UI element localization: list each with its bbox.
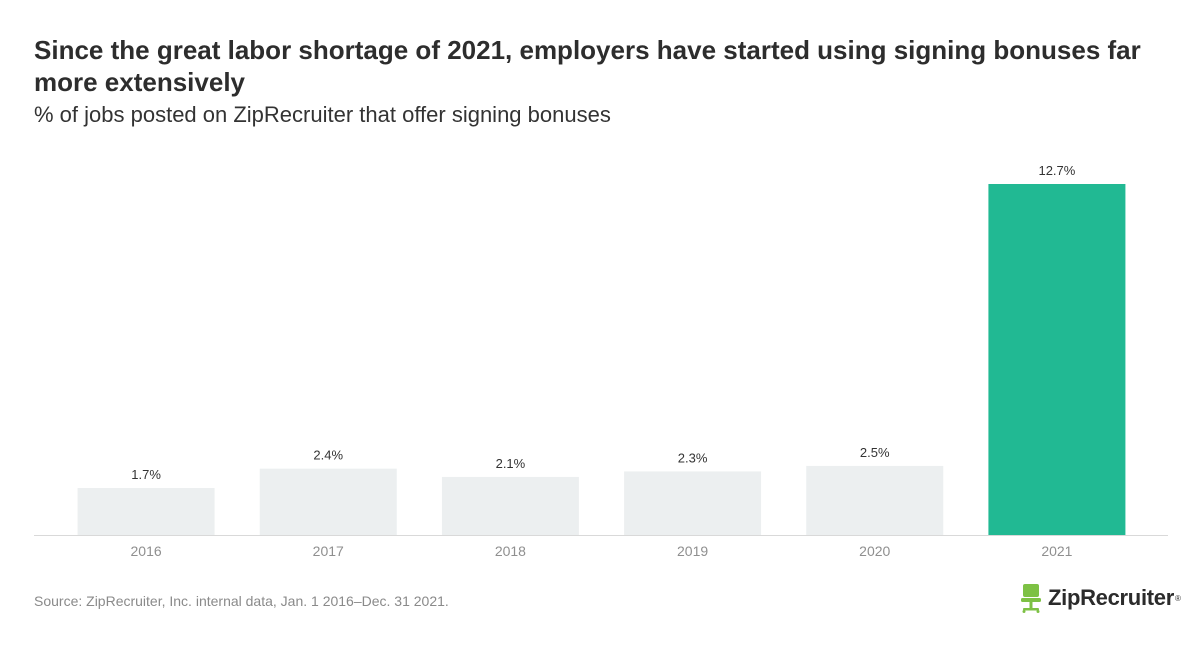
chair-icon xyxy=(1021,584,1041,613)
bar-2019 xyxy=(624,471,762,535)
value-label-2018: 2.1% xyxy=(496,456,526,471)
bar-2021 xyxy=(988,184,1126,535)
x-tick-label-2016: 2016 xyxy=(131,543,162,559)
bar-2020 xyxy=(806,465,944,535)
x-tick-label-2017: 2017 xyxy=(313,543,344,559)
x-tick-label-2021: 2021 xyxy=(1041,543,1072,559)
value-label-2016: 1.7% xyxy=(131,467,161,482)
registered-mark: ® xyxy=(1174,593,1181,603)
chart-subtitle: % of jobs posted on ZipRecruiter that of… xyxy=(34,102,611,127)
ziprecruiter-logo: ZipRecruiter ® xyxy=(1020,582,1181,614)
value-label-2019: 2.3% xyxy=(678,450,708,465)
logo-wordmark: ZipRecruiter xyxy=(1048,585,1174,610)
chart-title: Since the great labor shortage of 2021, … xyxy=(34,35,1141,97)
value-label-2020: 2.5% xyxy=(860,445,890,460)
x-tick-label-2020: 2020 xyxy=(859,543,890,559)
bar-2017 xyxy=(259,468,397,535)
x-tick-label-2019: 2019 xyxy=(677,543,708,559)
bar-2016 xyxy=(77,488,215,535)
value-label-2017: 2.4% xyxy=(313,448,343,463)
bar-2018 xyxy=(441,476,579,535)
value-label-2021: 12.7% xyxy=(1038,163,1075,178)
source-note: Source: ZipRecruiter, Inc. internal data… xyxy=(34,593,449,609)
x-tick-label-2018: 2018 xyxy=(495,543,526,559)
